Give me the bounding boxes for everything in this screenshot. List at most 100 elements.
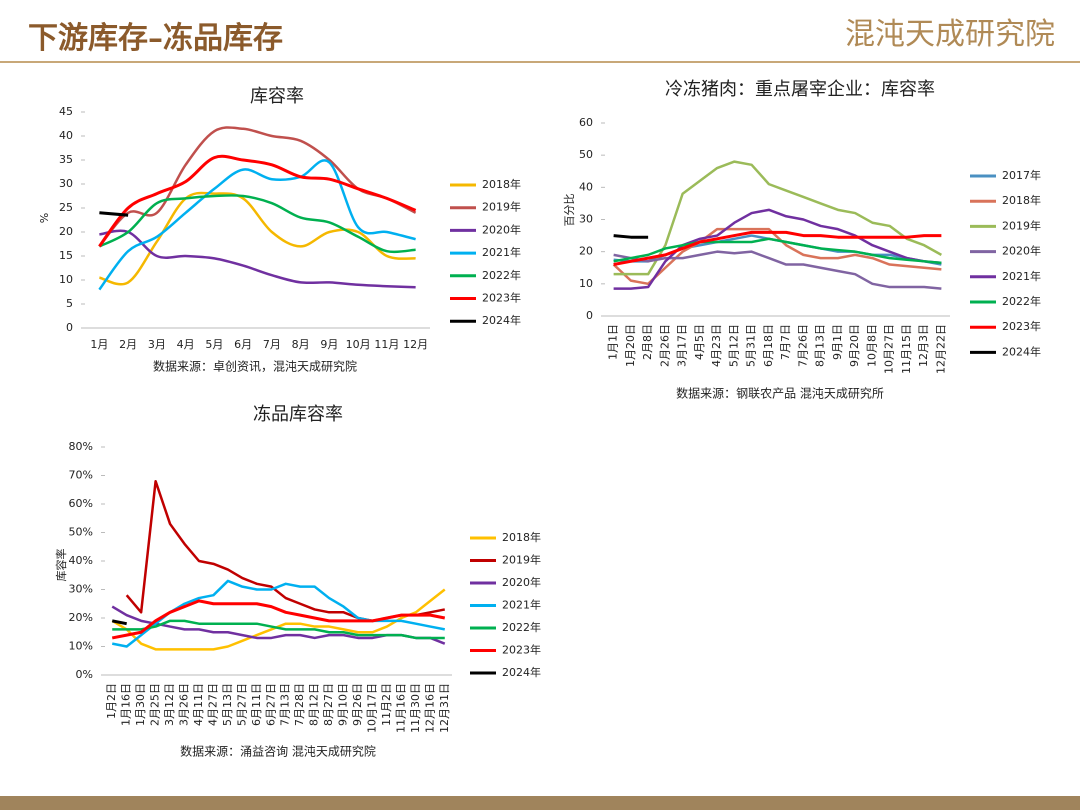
legend-label: 2023年	[1002, 319, 1041, 333]
x-tick-label: 8月13日	[814, 324, 827, 367]
y-axis-label: 百分比	[563, 194, 576, 227]
x-tick-label: 2月	[119, 338, 137, 351]
legend-label: 2023年	[502, 643, 541, 657]
x-tick-label: 7月13日	[279, 683, 292, 726]
series-line	[111, 619, 127, 626]
y-tick-label: 0	[586, 309, 593, 322]
series-line	[613, 160, 942, 276]
x-tick-label: 5月12日	[727, 324, 740, 367]
y-tick-label: 30%	[69, 583, 93, 596]
x-tick-label: 9月	[320, 338, 338, 351]
x-tick-label: 11月2日	[380, 683, 393, 726]
x-tick-label: 7月7日	[779, 324, 792, 360]
legend-label: 2021年	[482, 245, 521, 259]
legend-label: 2022年	[502, 620, 541, 634]
legend-label: 2022年	[1002, 294, 1041, 308]
x-tick-label: 8月12日	[308, 683, 321, 726]
x-tick-label: 8月	[292, 338, 310, 351]
x-tick-label: 12月31日	[438, 683, 451, 733]
x-tick-label: 4月23日	[710, 324, 723, 367]
x-tick-label: 7月26日	[796, 324, 809, 367]
y-tick-label: 50%	[69, 526, 93, 539]
x-tick-label: 12月16日	[423, 683, 436, 733]
x-tick-label: 10月8日	[865, 324, 878, 367]
page-title: 下游库存–冻品库存	[28, 21, 283, 56]
series-line	[98, 126, 417, 248]
x-tick-label: 5月27日	[235, 683, 248, 726]
y-tick-label: 30	[579, 213, 593, 226]
y-tick-label: 50	[579, 148, 593, 161]
series-line	[125, 479, 446, 623]
x-tick-label: 4月5日	[693, 324, 706, 360]
x-tick-label: 9月20日	[848, 324, 861, 367]
x-tick-label: 5月31日	[745, 324, 758, 367]
y-tick-label: 5	[66, 297, 73, 310]
source-note: 数据来源：卓创资讯，混沌天成研究院	[153, 359, 357, 374]
y-tick-label: 10	[59, 273, 73, 286]
legend-label: 2019年	[502, 553, 541, 567]
y-tick-label: 30	[59, 177, 73, 190]
x-tick-label: 3月12日	[163, 683, 176, 726]
x-tick-label: 1月20日	[624, 324, 637, 367]
x-tick-label: 6月11日	[250, 683, 263, 726]
x-tick-label: 6月27日	[264, 683, 277, 726]
legend-label: 2018年	[502, 530, 541, 544]
chart-title: 冻品库容率	[253, 404, 343, 425]
y-tick-label: 15	[59, 249, 73, 262]
source-note: 数据来源：钢联农产品 混沌天成研究所	[676, 386, 884, 401]
x-tick-label: 11月16日	[394, 683, 407, 733]
series-line	[111, 588, 446, 651]
series-line	[613, 237, 942, 265]
x-tick-label: 6月	[234, 338, 252, 351]
x-tick-label: 9月10日	[337, 683, 350, 726]
x-tick-label: 12月	[403, 338, 428, 351]
x-tick-label: 3月	[148, 338, 166, 351]
y-tick-label: 10%	[69, 640, 93, 653]
x-tick-label: 2月8日	[641, 324, 654, 360]
logo: 混沌天成研究院	[845, 17, 1055, 52]
legend-label: 2017年	[1002, 168, 1041, 182]
x-tick-label: 10月27日	[883, 324, 896, 374]
legend-label: 2023年	[482, 291, 521, 305]
x-tick-label: 5月	[205, 338, 223, 351]
y-tick-label: 0	[66, 321, 73, 334]
series-line	[98, 154, 417, 248]
x-tick-label: 10月	[346, 338, 371, 351]
legend-label: 2018年	[1002, 193, 1041, 207]
legend-label: 2020年	[482, 222, 521, 236]
series-line	[99, 229, 416, 289]
x-tick-label: 9月1日	[831, 324, 844, 360]
series-line	[98, 159, 416, 291]
series-line	[99, 191, 416, 286]
x-tick-label: 4月11日	[192, 683, 205, 726]
y-tick-label: 20%	[69, 611, 93, 624]
x-tick-label: 1月1日	[607, 324, 620, 360]
legend-label: 2019年	[482, 200, 521, 214]
x-tick-label: 12月22日	[934, 324, 947, 374]
y-tick-label: 10	[579, 277, 593, 290]
y-tick-label: 40	[579, 180, 593, 193]
series-line	[613, 234, 649, 239]
y-tick-label: 60%	[69, 497, 93, 510]
y-tick-label: 20	[579, 245, 593, 258]
x-tick-label: 10月17日	[365, 683, 378, 733]
y-tick-label: 40	[59, 129, 73, 142]
legend-label: 2024年	[482, 313, 521, 327]
x-tick-label: 12月3日	[917, 324, 930, 367]
legend-label: 2020年	[1002, 244, 1041, 258]
x-tick-label: 2月26日	[658, 324, 671, 367]
x-tick-label: 2月25日	[149, 683, 162, 726]
y-tick-label: 25	[59, 201, 73, 214]
source-note: 数据来源：涌益咨询 混沌天成研究院	[180, 744, 376, 759]
x-tick-label: 5月13日	[221, 683, 234, 726]
legend-label: 2022年	[482, 268, 521, 282]
x-tick-label: 8月27日	[322, 683, 335, 726]
x-tick-label: 6月18日	[762, 324, 775, 367]
y-tick-label: 35	[59, 153, 73, 166]
y-axis-label: %	[38, 213, 51, 223]
series-line	[111, 599, 446, 640]
series-line	[99, 211, 129, 217]
x-tick-label: 1月30日	[134, 683, 147, 726]
x-tick-label: 7月	[263, 338, 281, 351]
